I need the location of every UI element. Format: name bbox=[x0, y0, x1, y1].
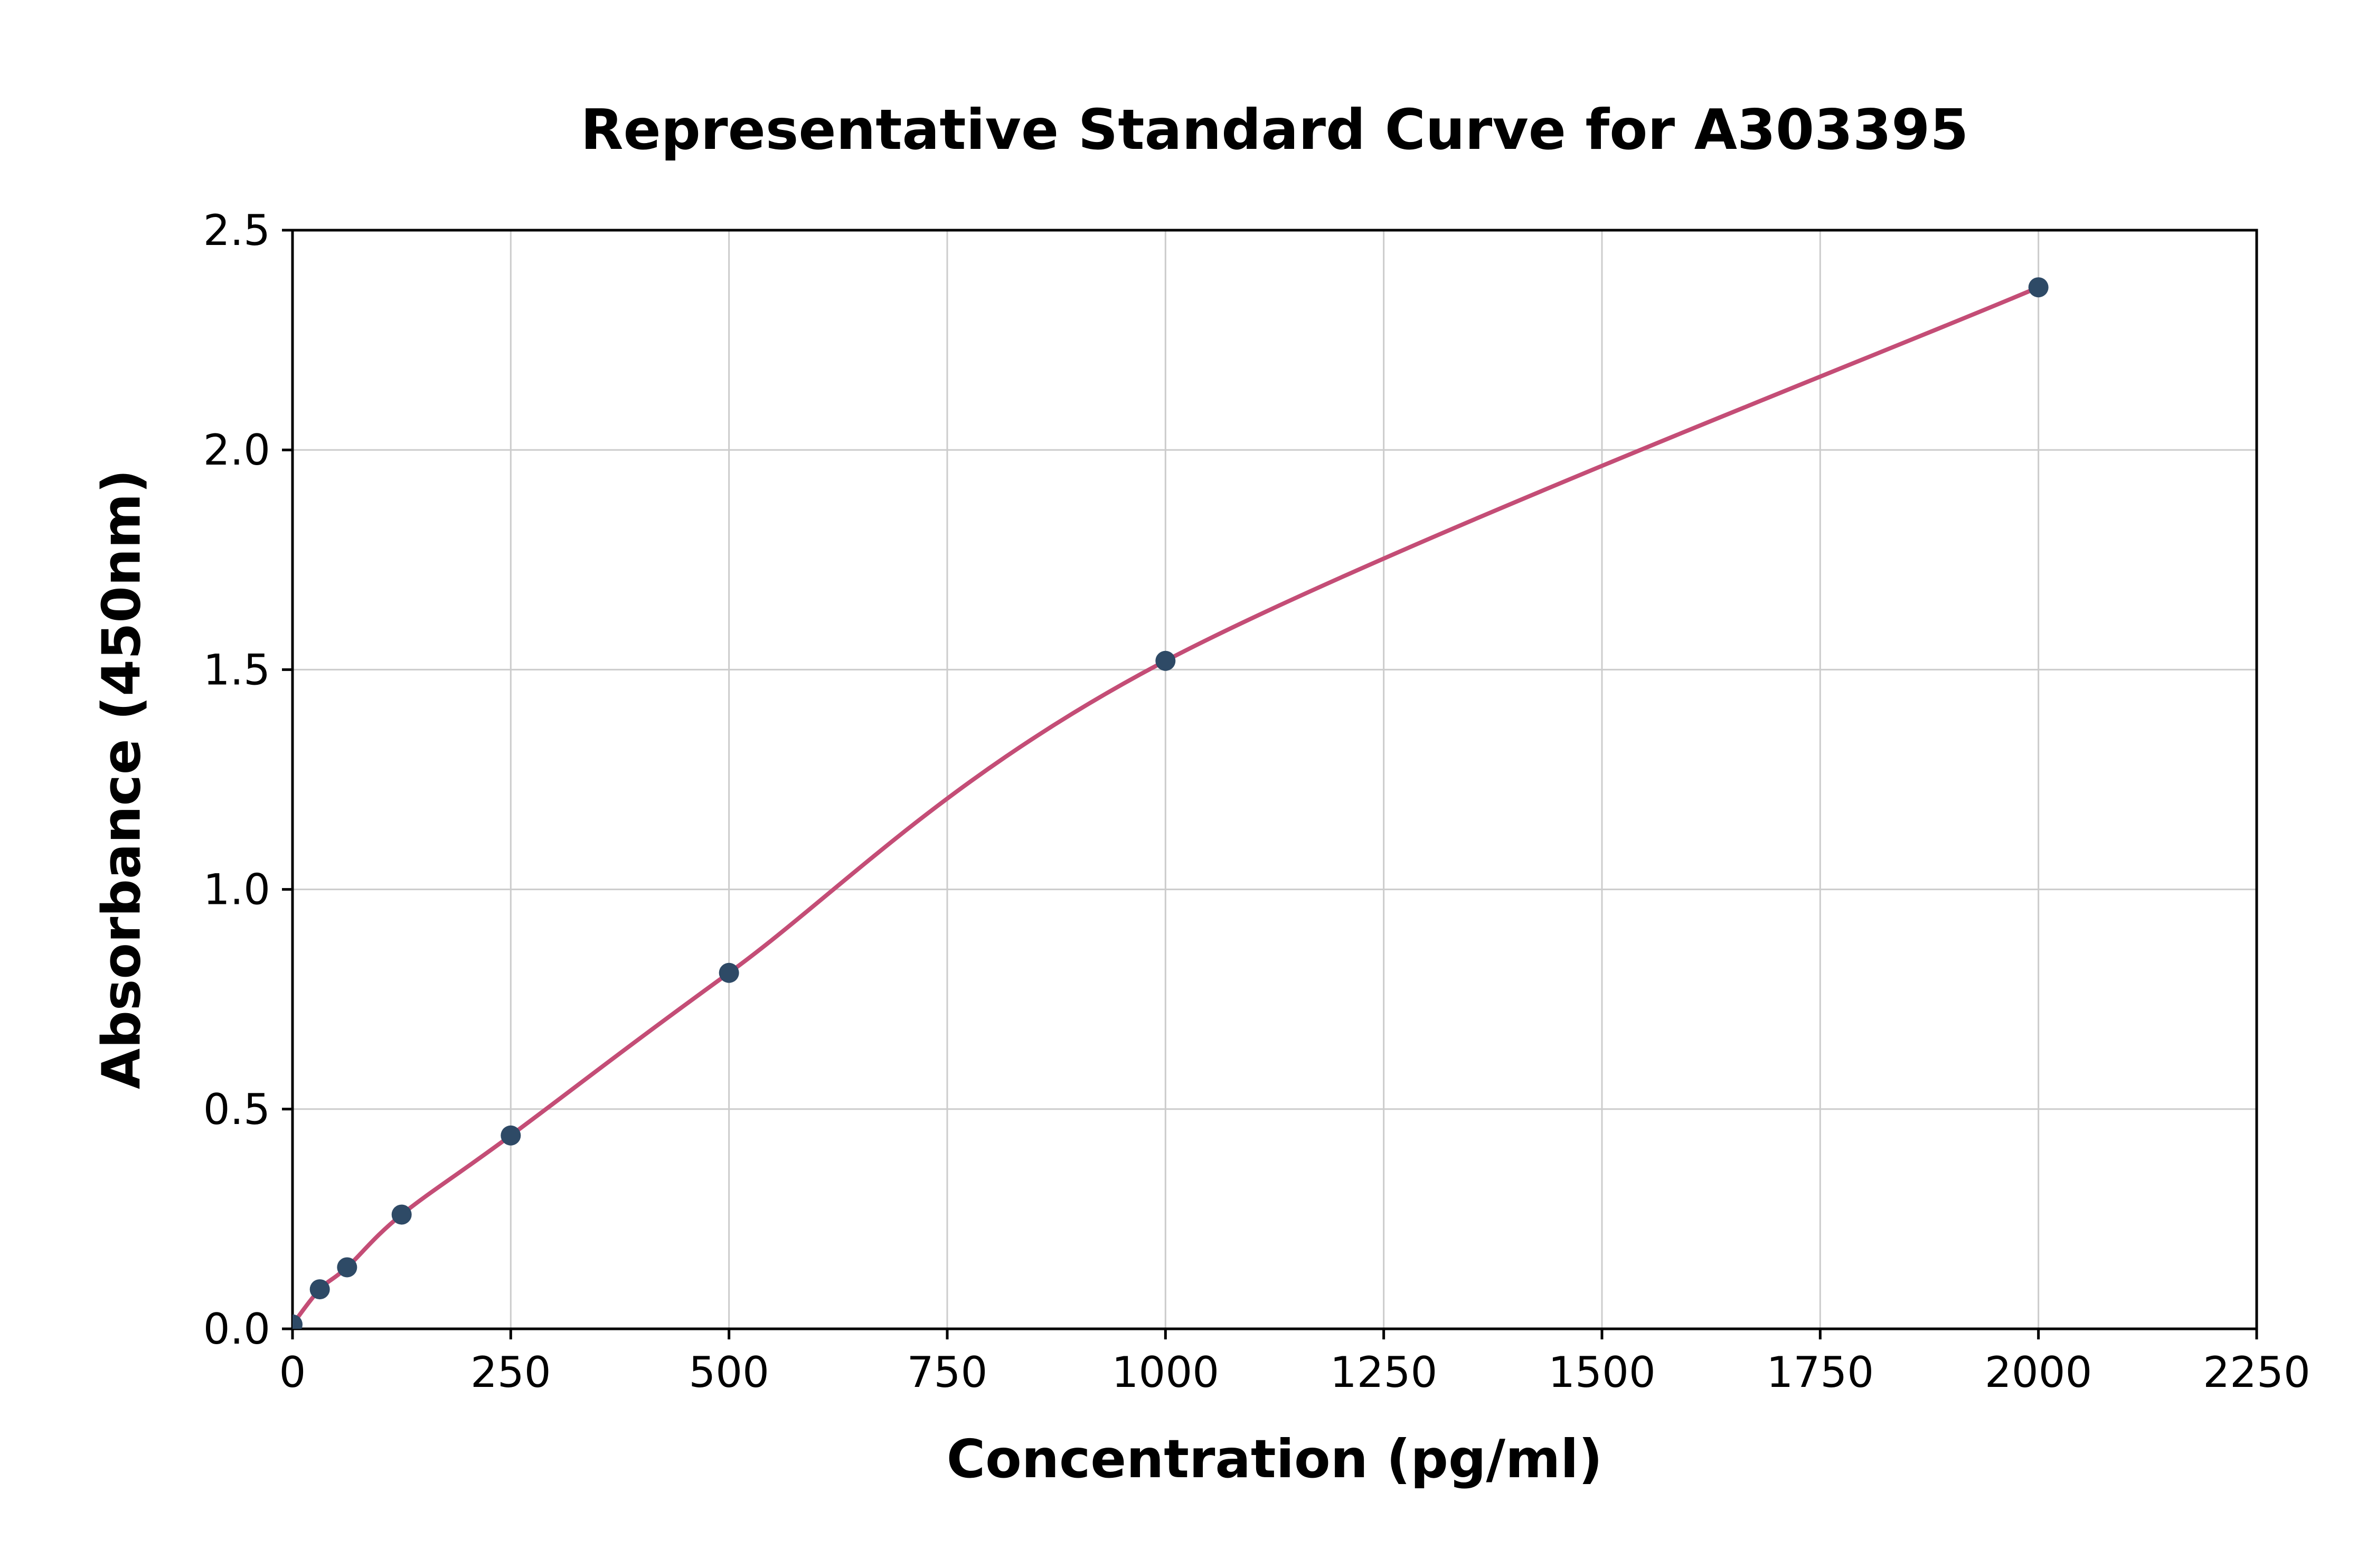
x-tick-label: 500 bbox=[689, 1348, 769, 1397]
data-point bbox=[309, 1279, 330, 1300]
x-tick-label: 1000 bbox=[1112, 1348, 1220, 1397]
x-tick-label: 2000 bbox=[1985, 1348, 2092, 1397]
y-tick-label: 2.0 bbox=[203, 426, 270, 475]
y-tick-label: 1.5 bbox=[203, 645, 270, 694]
data-point bbox=[501, 1125, 521, 1146]
data-point bbox=[2028, 277, 2049, 298]
y-tick-label: 2.5 bbox=[203, 206, 270, 255]
data-point bbox=[719, 962, 739, 983]
x-tick-label: 250 bbox=[470, 1348, 551, 1397]
axes-box bbox=[291, 229, 2258, 1330]
x-axis-label: Concentration (pg/ml) bbox=[946, 1428, 1603, 1490]
y-axis-label: Absorbance (450nm) bbox=[90, 469, 153, 1090]
y-tick-label: 0.0 bbox=[203, 1305, 270, 1354]
standard-curve-plot: 0 250 500 750 1000 1250 1500 1750 2000 2250 0.0 0.5… bbox=[203, 206, 2311, 1397]
x-tick-label: 750 bbox=[907, 1348, 988, 1397]
chart-title: Representative Standard Curve for A30339… bbox=[580, 98, 1969, 162]
x-tick-label: 1500 bbox=[1548, 1348, 1656, 1397]
y-tick-label: 0.5 bbox=[203, 1085, 270, 1134]
x-tick-label: 1750 bbox=[1767, 1348, 1874, 1397]
data-point bbox=[1155, 650, 1176, 671]
grid-lines bbox=[291, 229, 2258, 1330]
axis-ticks: 0 250 500 750 1000 1250 1500 1750 2000 2250 0.0 0.5… bbox=[203, 206, 2311, 1397]
x-tick-label: 1250 bbox=[1330, 1348, 1438, 1397]
y-tick-label: 1.0 bbox=[203, 865, 270, 914]
data-point bbox=[293, 1314, 303, 1329]
data-points bbox=[293, 277, 2049, 1329]
x-tick-label: 0 bbox=[279, 1348, 306, 1397]
data-point bbox=[337, 1257, 357, 1278]
x-tick-label: 2250 bbox=[2203, 1348, 2311, 1397]
data-point bbox=[391, 1204, 412, 1225]
